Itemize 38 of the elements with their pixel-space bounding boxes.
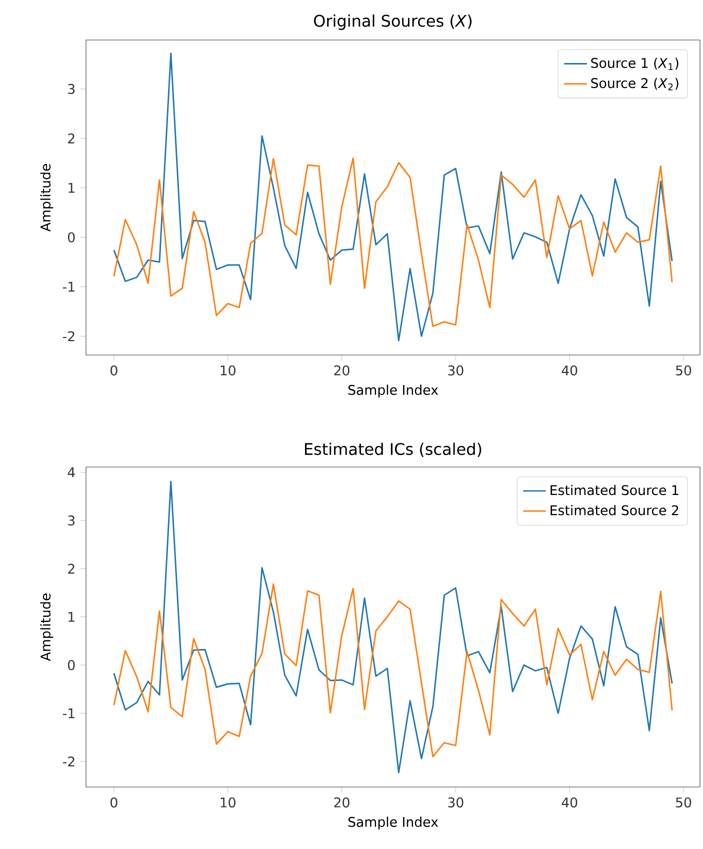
- x-tick-label: 40: [562, 797, 578, 808]
- x-tick-label: 50: [676, 797, 692, 808]
- chart-title: Estimated ICs (scaled): [305, 442, 482, 457]
- x-tick-label: 10: [220, 797, 236, 808]
- y-tick-label: 2: [68, 564, 74, 574]
- line-series: [113, 157, 673, 328]
- y-tick-label: 0: [68, 232, 75, 242]
- legend-label: Estimated Source 2: [550, 504, 678, 516]
- x-tick-label: 40: [562, 365, 578, 376]
- y-tick-label: 1: [68, 182, 74, 193]
- y-tick-label: -2: [62, 331, 74, 342]
- line-series: [113, 480, 673, 774]
- legend-label: Estimated Source 1: [550, 484, 678, 496]
- x-tick-label: 0: [110, 797, 118, 808]
- legend-label: Source 2 (X$_{2}$): [591, 78, 678, 90]
- y-axis-title: Amplitude: [40, 164, 54, 232]
- y-tick-label: 2: [68, 133, 74, 144]
- x-tick-label: 30: [448, 797, 464, 808]
- x-tick-label: 20: [334, 365, 350, 376]
- legend-label: Source 1 (X$_{1}$): [591, 58, 678, 70]
- x-tick-label: 20: [334, 797, 350, 808]
- y-tick-label: -1: [62, 282, 74, 292]
- chart-title: Original Sources (X): [314, 14, 472, 30]
- x-axis-title: Sample Index: [348, 816, 438, 830]
- line-series: [113, 52, 673, 342]
- x-tick-label: 0: [110, 365, 118, 376]
- y-tick-label: 3: [68, 515, 75, 526]
- y-axis-title: Amplitude: [40, 594, 54, 662]
- x-tick-label: 50: [676, 365, 692, 376]
- y-tick-label: -2: [62, 756, 74, 766]
- y-tick-label: 0: [68, 660, 75, 670]
- x-tick-label: 30: [448, 365, 464, 376]
- y-tick-label: 1: [68, 612, 74, 622]
- x-tick-label: 10: [220, 365, 236, 376]
- y-tick-label: 4: [68, 467, 75, 478]
- y-tick-label: 3: [68, 84, 75, 94]
- x-axis-title: Sample Index: [348, 384, 438, 398]
- y-tick-label: -1: [62, 708, 74, 718]
